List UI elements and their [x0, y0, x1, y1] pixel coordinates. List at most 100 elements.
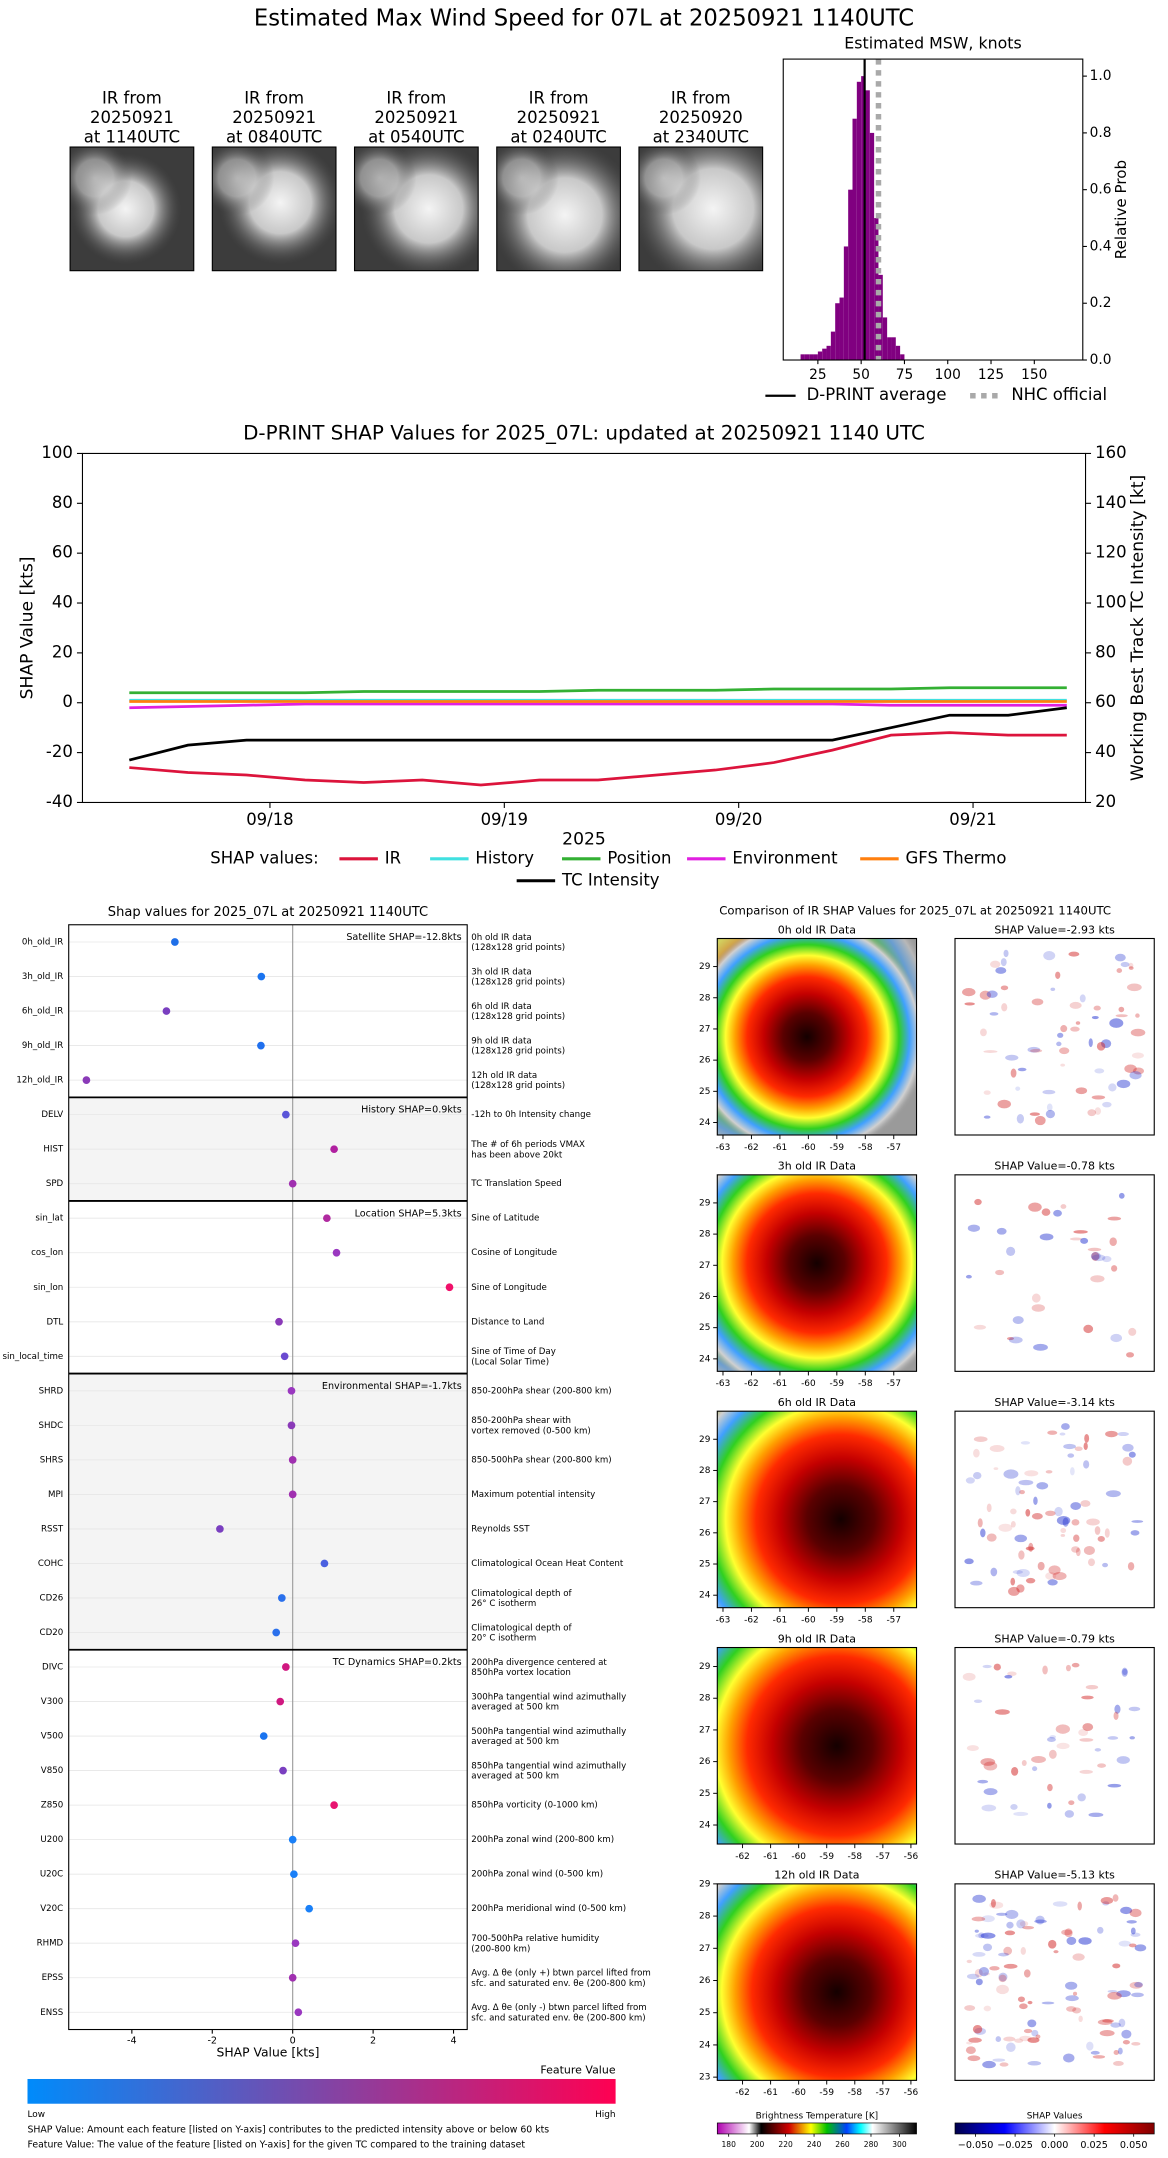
shap-blob [1014, 2038, 1024, 2043]
shap-blob [1059, 1432, 1066, 1436]
feature-description: Climatological Ocean Heat Content [471, 1559, 624, 1569]
shap-blob [1047, 1579, 1058, 1586]
histogram-bar [830, 331, 836, 361]
feature-description: 0h old IR data (128x128 grid points) [471, 932, 565, 952]
shap-blob [1065, 1995, 1079, 2002]
shap-blob [1031, 1755, 1046, 1763]
shap-blob [1045, 1572, 1057, 1580]
colorbar-low: Low [27, 2110, 45, 2120]
shap-blob [983, 1788, 998, 1796]
shap-blob [978, 1932, 985, 1939]
shap-blob [1081, 1695, 1094, 1700]
shap-blob [1013, 1811, 1029, 1816]
feature-name: V850 [41, 1766, 63, 1776]
ir-panel-title: 3h old IR Data [778, 1160, 856, 1173]
shap-blob [980, 1932, 996, 1939]
shap-blob [1115, 1014, 1128, 1018]
shap-dot [282, 1110, 290, 1119]
shap-panel-title: SHAP Value=-2.93 kts [994, 923, 1115, 936]
y-tick-label: 28 [699, 1230, 711, 1240]
shap-blob [1037, 1561, 1045, 1571]
shap-blob [1134, 1944, 1147, 1952]
thumbnail-frame [69, 146, 195, 272]
y-tick-label: 0.0 [1090, 352, 1112, 368]
shap-dot [282, 1663, 290, 1671]
thumbnail-label: IR from 20250921 at 0540UTC [368, 88, 464, 146]
colorbar-title: Brightness Temperature [K] [756, 2112, 879, 2122]
shap-blob [1071, 1662, 1080, 1668]
series-line [129, 686, 1067, 695]
feature-name: V20C [40, 1904, 63, 1914]
shap-dot [330, 1801, 338, 1809]
histogram-bar [900, 354, 905, 361]
shap-blob [967, 1224, 980, 1232]
x-tick-label: 75 [896, 367, 913, 383]
feature-description: 850-500hPa shear (200-800 km) [471, 1455, 611, 1465]
shap-blob [1011, 1767, 1019, 1776]
shap-blob [990, 1898, 996, 1908]
shap-blob [1003, 2036, 1016, 2042]
shap-dot [259, 1732, 268, 1740]
histogram-bar [861, 76, 866, 361]
y-tick-label: 27 [699, 1261, 710, 1271]
shap-blob [1065, 1664, 1071, 1672]
shap-blob [1015, 1486, 1021, 1496]
shap-blob [1069, 1001, 1082, 1009]
shap-blob [1090, 2050, 1100, 2055]
shap-blob [1072, 2007, 1082, 2014]
shap-blob [1001, 1003, 1008, 1012]
x-tick-label: 09/21 [949, 810, 996, 829]
x-tick-label: -61 [763, 2088, 778, 2098]
feature-description: 200hPa zonal wind (0-500 km) [471, 1870, 603, 1880]
shap-blob [980, 1758, 996, 1766]
colorbar-tick-label: −0.025 [997, 2140, 1033, 2151]
shap-blob [1080, 1237, 1089, 1244]
shap-dot [332, 1248, 341, 1257]
shap-blob [1018, 1479, 1034, 1486]
shap-blob [1004, 1674, 1013, 1679]
shap-blob [1083, 1324, 1094, 1334]
shap-blob [1005, 1909, 1019, 1919]
shap-blob [996, 1984, 1009, 1995]
colorbar-tick-label: 300 [892, 2140, 907, 2149]
shap-blob [962, 1672, 976, 1681]
shap-blob [995, 1269, 1005, 1276]
histogram-bar [809, 354, 814, 361]
feature-name: 12h_old_IR [16, 1076, 63, 1086]
feature-description: 500hPa tangential wind azimuthally averag… [471, 1726, 626, 1746]
shap-blob [1097, 1763, 1107, 1768]
histogram-bar [856, 81, 862, 361]
feature-name: RHMD [37, 1939, 64, 1949]
y-tick-label: 28 [699, 1694, 711, 1704]
shap-blob [1097, 1536, 1105, 1542]
y-tick-label: 28 [699, 993, 711, 1003]
y-tick-label: 26 [699, 1292, 711, 1302]
x-tick-label: -56 [904, 2088, 919, 2098]
ir-image [717, 1647, 917, 1845]
shap-blob [980, 1028, 987, 1037]
legend-label: History [475, 848, 534, 867]
feature-colorbar [27, 2078, 616, 2104]
shap-blob [1006, 1246, 1016, 1256]
x-tick-label: -57 [876, 2088, 891, 2098]
colorbar-tick-label: 240 [807, 2140, 822, 2149]
shap-blob [1027, 1046, 1041, 1053]
feature-name: sin_lon [33, 1283, 63, 1293]
shap-blob [1091, 1015, 1099, 1020]
histogram-bar [895, 345, 901, 361]
y-tick-label: 23 [699, 2073, 710, 2083]
shap-blob [1116, 968, 1123, 973]
shap-blob [1129, 1736, 1135, 1740]
shap-blob [1066, 2006, 1077, 2012]
shap-dot [277, 1594, 286, 1602]
shap-blob [1070, 1502, 1082, 1510]
shap-blob [1041, 1208, 1051, 1216]
thumbnail-frame [638, 146, 764, 272]
feature-name: 3h_old_IR [22, 972, 63, 982]
shap-blob [981, 1804, 997, 1812]
x-tick-label: -57 [886, 1143, 901, 1153]
x-tick-label: -58 [858, 1379, 873, 1389]
x-tick-label: -59 [830, 1379, 845, 1389]
shap-blob [973, 1699, 983, 1703]
shap-blob [1118, 1192, 1125, 1199]
